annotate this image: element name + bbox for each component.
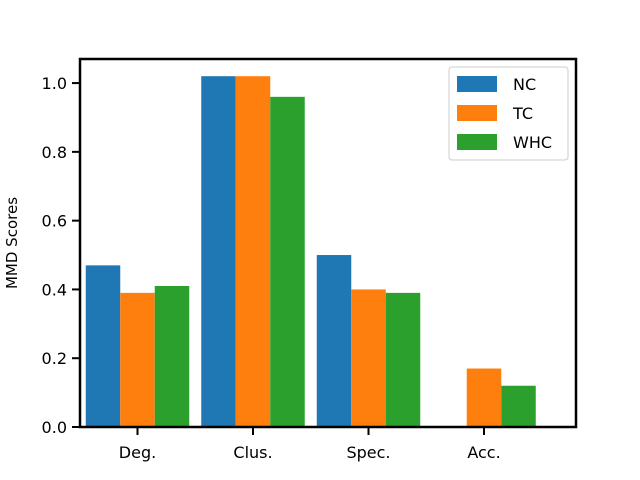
axes-group: 0.0 0.2 0.4 0.6 0.8 1.0 Deg. Clus. Spec. Acc. bbox=[42, 57, 578, 462]
y-tick-label: 0.8 bbox=[42, 143, 67, 162]
legend-swatch-whc bbox=[457, 134, 497, 150]
bar-tc-spec bbox=[351, 289, 386, 427]
bar-whc-clus bbox=[270, 96, 305, 427]
legend-label-whc: WHC bbox=[513, 133, 552, 152]
bar-tc-acc bbox=[466, 368, 502, 427]
bar-nc-deg bbox=[85, 265, 121, 427]
legend: NC TC WHC bbox=[448, 66, 569, 161]
x-tick-label: Clus. bbox=[233, 443, 272, 462]
y-tick-label: 0.4 bbox=[42, 280, 67, 299]
bar-nc-clus bbox=[201, 76, 236, 427]
bar-whc-acc bbox=[501, 385, 536, 427]
y-tick-label: 0.6 bbox=[42, 212, 67, 231]
legend-label-tc: TC bbox=[512, 104, 533, 123]
x-tick-label: Deg. bbox=[119, 443, 156, 462]
bar-whc-deg bbox=[154, 285, 190, 427]
legend-swatch-tc bbox=[457, 105, 497, 121]
y-tick-label: 0.2 bbox=[42, 349, 67, 368]
x-tick-label: Acc. bbox=[467, 443, 500, 462]
y-axis-label: MMD Scores bbox=[3, 197, 21, 289]
bar-whc-spec bbox=[385, 292, 421, 427]
legend-swatch-nc bbox=[457, 76, 497, 92]
bar-nc-spec bbox=[316, 255, 352, 427]
y-tick-label: 0.0 bbox=[42, 418, 67, 437]
bars-group bbox=[85, 76, 536, 427]
legend-label-nc: NC bbox=[513, 75, 536, 94]
bar-tc-deg bbox=[120, 292, 155, 427]
y-tick-label: 1.0 bbox=[42, 74, 67, 93]
bar-tc-clus bbox=[235, 76, 271, 427]
plot-frame bbox=[78, 57, 578, 429]
x-tick-label: Spec. bbox=[346, 443, 390, 462]
